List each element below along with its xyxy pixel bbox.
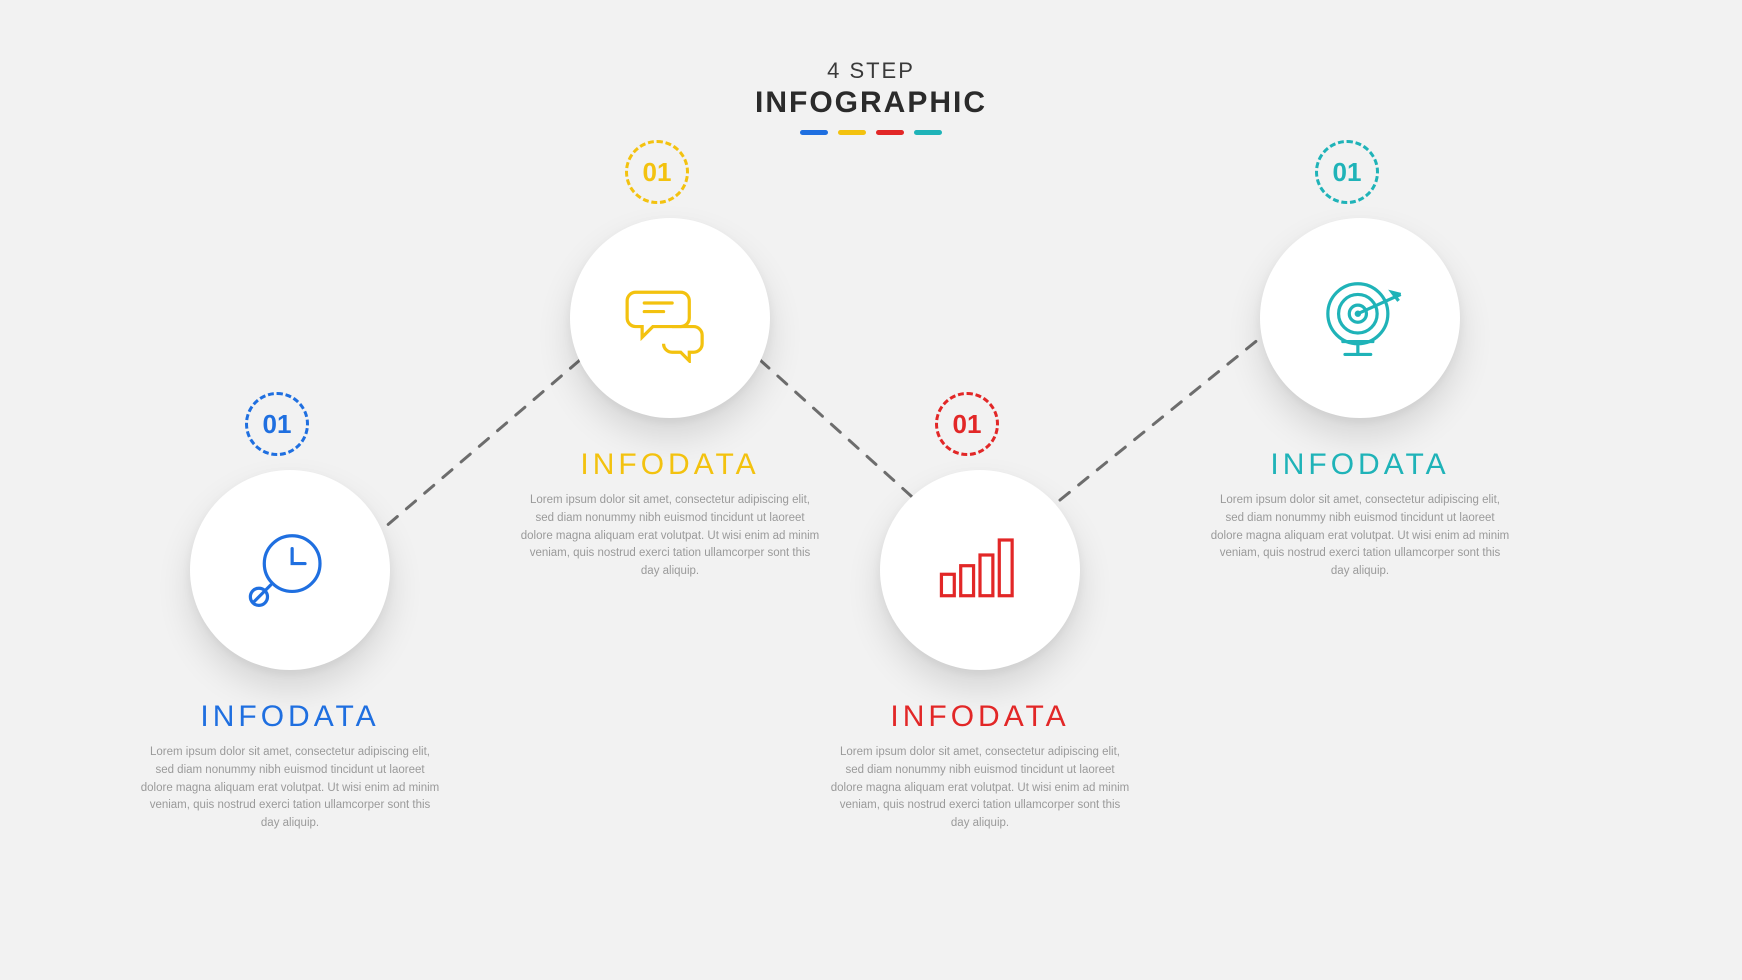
step-body: Lorem ipsum dolor sit amet, consectetur … (140, 744, 440, 833)
step-3-text: INFODATA Lorem ipsum dolor sit amet, cons… (820, 700, 1140, 833)
magnifier-clock-icon (240, 525, 340, 615)
step-2-text: INFODATA Lorem ipsum dolor sit amet, cons… (510, 448, 830, 581)
step-body: Lorem ipsum dolor sit amet, consectetur … (1210, 492, 1510, 581)
step-title: INFODATA (1200, 448, 1520, 482)
step-4-number-badge: 01 (1315, 140, 1379, 204)
badge-number: 01 (1333, 157, 1362, 188)
step-title: INFODATA (820, 700, 1140, 734)
step-body: Lorem ipsum dolor sit amet, consectetur … (830, 744, 1130, 833)
header-accent-dashes (755, 130, 987, 135)
badge-number: 01 (263, 409, 292, 440)
step-2-number-badge: 01 (625, 140, 689, 204)
step-4-text: INFODATA Lorem ipsum dolor sit amet, cons… (1200, 448, 1520, 581)
step-3-number-badge: 01 (935, 392, 999, 456)
step-4-circle (1260, 218, 1460, 418)
bar-chart-icon (930, 525, 1030, 615)
badge-number: 01 (643, 157, 672, 188)
step-1-number-badge: 01 (245, 392, 309, 456)
step-1-circle (190, 470, 390, 670)
accent-dash-4 (914, 130, 942, 135)
chat-bubbles-icon (620, 273, 720, 363)
step-title: INFODATA (130, 700, 450, 734)
step-3-circle (880, 470, 1080, 670)
step-1-text: INFODATA Lorem ipsum dolor sit amet, cons… (130, 700, 450, 833)
header-subtitle: 4 STEP (755, 58, 987, 84)
step-body: Lorem ipsum dolor sit amet, consectetur … (520, 492, 820, 581)
header: 4 STEP INFOGRAPHIC (755, 58, 987, 135)
accent-dash-1 (800, 130, 828, 135)
target-icon (1310, 273, 1410, 363)
step-title: INFODATA (510, 448, 830, 482)
step-2-circle (570, 218, 770, 418)
accent-dash-2 (838, 130, 866, 135)
badge-number: 01 (953, 409, 982, 440)
header-title: INFOGRAPHIC (755, 86, 987, 120)
accent-dash-3 (876, 130, 904, 135)
